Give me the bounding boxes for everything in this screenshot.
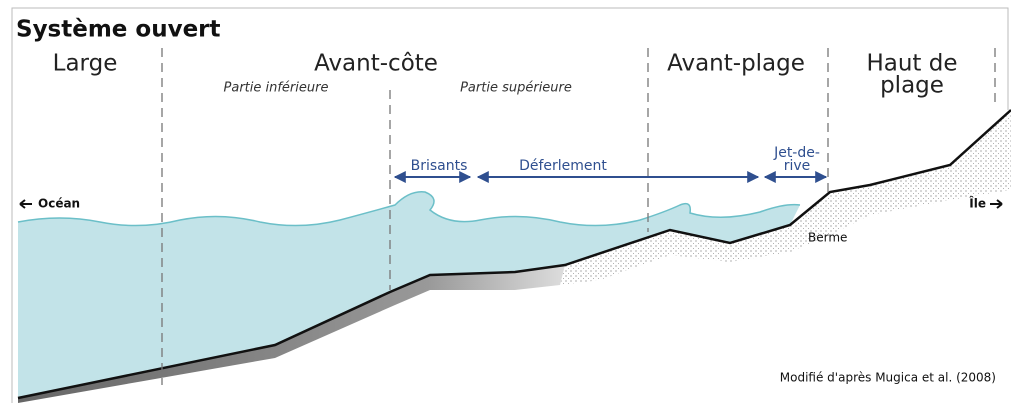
title: Système ouvert xyxy=(16,17,221,43)
feature-label: Berme xyxy=(808,231,847,245)
left-arrow xyxy=(20,200,32,208)
direction-label: Île xyxy=(969,196,986,211)
diagram: Système ouvert Large Avant-côte Avant-plag… xyxy=(0,0,1011,403)
right-arrow xyxy=(990,200,1002,208)
zone-label: Large xyxy=(53,51,118,77)
process-label: Déferlement xyxy=(519,158,607,174)
sand xyxy=(560,110,1011,285)
process-label: rive xyxy=(784,158,811,174)
direction-label: Océan xyxy=(38,197,80,211)
subzone-label: Partie supérieure xyxy=(460,81,572,96)
zone-label: Avant-plage xyxy=(667,51,805,77)
subzone-label: Partie inférieure xyxy=(224,81,329,96)
zone-label: plage xyxy=(880,73,944,99)
zone-label: Avant-côte xyxy=(314,51,438,77)
credit: Modifié d'après Mugica et al. (2008) xyxy=(780,371,996,385)
process-label: Brisants xyxy=(411,158,468,174)
